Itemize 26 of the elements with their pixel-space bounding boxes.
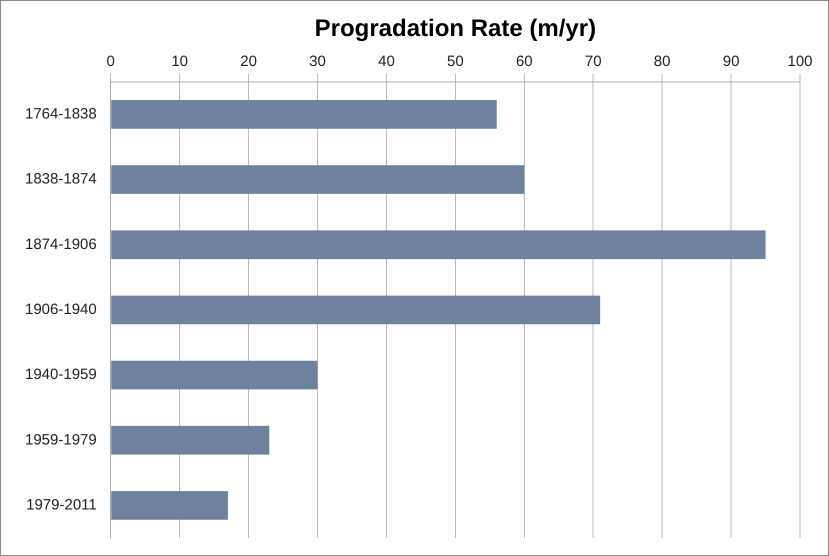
bar [111, 426, 270, 455]
x-tick-label: 70 [584, 52, 602, 70]
x-tick-label: 90 [722, 52, 740, 70]
x-tick-label: 40 [378, 52, 395, 70]
x-axis-title: Progradation Rate (m/yr) [314, 15, 596, 42]
x-tick-label: 20 [240, 52, 257, 70]
y-tick-label: 1959-1979 [25, 431, 97, 448]
x-tick-label: 50 [447, 52, 464, 70]
x-tick-label: 100 [787, 52, 813, 70]
bar [111, 491, 228, 520]
x-tick-label: 80 [654, 52, 670, 70]
x-tick-label: 30 [309, 52, 326, 70]
x-tick-label: 10 [171, 52, 188, 70]
bar [111, 360, 318, 390]
y-tick-label: 1874-1906 [25, 236, 97, 253]
y-tick-label: 1838-1874 [25, 170, 97, 188]
bar [111, 230, 766, 260]
x-tick-label: 0 [106, 52, 115, 70]
y-tick-label: 1979-2011 [26, 496, 97, 514]
bar [111, 296, 600, 324]
y-tick-label: 1940-1959 [25, 366, 97, 384]
bar [111, 165, 524, 194]
x-tick-label: 60 [516, 52, 533, 70]
y-tick-label: 1906-1940 [25, 301, 97, 318]
bar [111, 100, 497, 129]
y-tick-label: 1764-1838 [25, 106, 97, 123]
